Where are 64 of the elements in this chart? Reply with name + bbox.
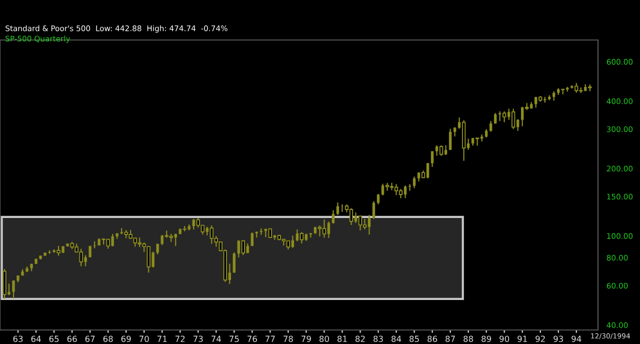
candlestick [332, 210, 335, 224]
candlestick [552, 90, 556, 102]
candlestick [385, 182, 390, 192]
candlestick [398, 188, 403, 199]
x-tick-label: 63 [13, 336, 23, 342]
candlestick [430, 150, 434, 168]
x-tick-label: 72 [176, 336, 185, 342]
candlestick [2, 268, 6, 300]
x-tick-label: 78 [284, 336, 293, 342]
candlestick [349, 208, 354, 226]
candlestick [322, 218, 326, 238]
x-tick-label: 83 [374, 336, 383, 342]
candlestick [439, 144, 444, 156]
candlestick [412, 176, 416, 189]
x-tick-label: 79 [302, 336, 311, 342]
x-tick-label: 65 [49, 336, 59, 342]
candlestick [12, 280, 15, 300]
candlestick [358, 216, 362, 231]
x-tick-label: 80 [319, 336, 329, 342]
x-tick-label: 77 [266, 336, 275, 342]
x-tick-label: 94 [572, 336, 582, 342]
candlestick [376, 193, 380, 205]
candlestick [372, 200, 376, 220]
candlestick [574, 82, 578, 94]
x-tick-label: 70 [139, 336, 149, 342]
candlestick [502, 110, 506, 123]
candlestick [300, 232, 304, 244]
x-tick-label: 85 [410, 336, 419, 342]
candlestick [146, 246, 150, 274]
x-tick-label: 84 [392, 336, 402, 342]
candlestick [453, 126, 456, 137]
x-tick-label: 76 [248, 336, 257, 342]
candlestick [390, 182, 394, 191]
x-tick-label: 64 [31, 336, 41, 342]
candlestick [318, 224, 322, 237]
x-tick-label: 82 [356, 336, 365, 342]
candlestick [489, 120, 492, 132]
x-tick-label: 88 [464, 336, 474, 342]
candlestick [241, 240, 245, 256]
x-tick-label: 92 [536, 336, 545, 342]
x-tick-label: 86 [428, 336, 438, 342]
x-tick-label: 89 [482, 336, 492, 342]
candlestick [336, 202, 340, 216]
x-tick-label: 90 [500, 336, 510, 342]
x-tick-label: 66 [67, 336, 77, 342]
x-tick-label: 87 [446, 336, 455, 342]
x-tick-label: 74 [212, 336, 221, 342]
x-tick-label: 67 [85, 336, 95, 342]
x-tick-label: 75 [230, 336, 239, 342]
candlestick [394, 184, 398, 196]
candlestick [362, 218, 367, 230]
x-tick-label: 68 [103, 336, 113, 342]
x-tick-label: 91 [518, 336, 527, 342]
candlestick [56, 245, 60, 256]
x-tick-label: 93 [554, 336, 564, 342]
x-tick-label: 69 [121, 336, 131, 342]
candlestick [448, 128, 452, 151]
x-tick-label: 73 [194, 336, 203, 342]
x-tick-label: 71 [157, 336, 167, 342]
x-tick-label: 81 [337, 336, 347, 342]
candlestick [512, 108, 516, 130]
candlestick [250, 232, 254, 247]
candlestick [309, 232, 312, 238]
candlestick [232, 252, 236, 274]
